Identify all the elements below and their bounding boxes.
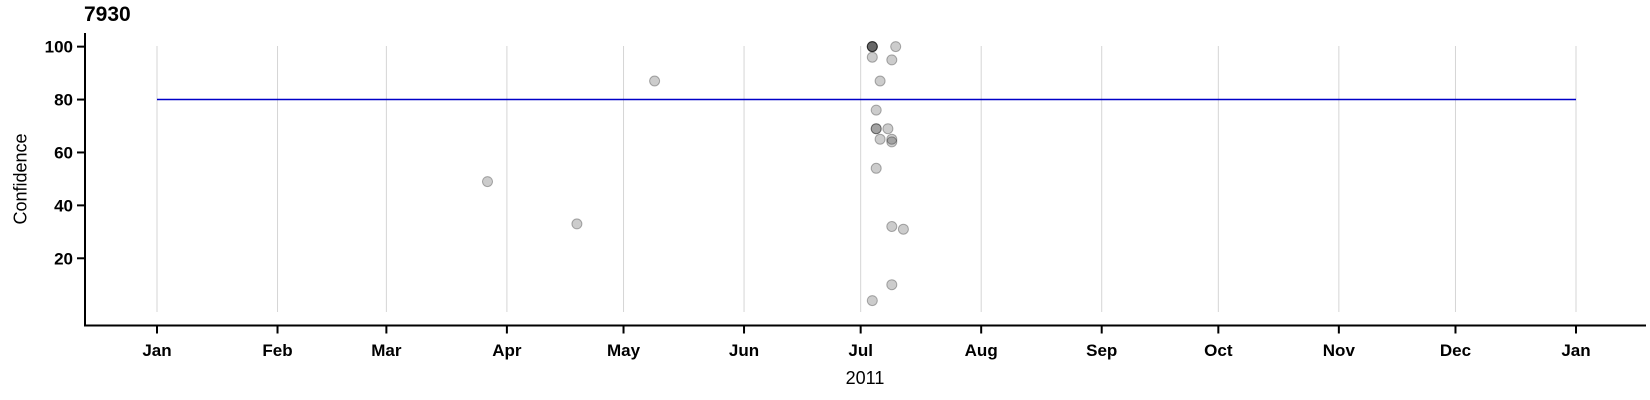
- data-point: [866, 41, 878, 53]
- data-point: [571, 218, 583, 230]
- y-tick-label: 20: [54, 249, 73, 268]
- x-tick-label: Nov: [1323, 341, 1356, 360]
- data-point: [482, 176, 493, 188]
- x-tick-label: Jul: [848, 341, 873, 360]
- data-point: [897, 223, 909, 235]
- data-point: [890, 41, 902, 53]
- data-point: [886, 133, 898, 145]
- data-point: [874, 133, 886, 145]
- data-point: [870, 123, 882, 135]
- x-tick-label: Oct: [1204, 341, 1233, 360]
- y-tick-label: 100: [45, 38, 73, 57]
- y-tick-label: 60: [54, 143, 73, 162]
- data-point: [886, 136, 898, 148]
- data-point: [870, 162, 882, 174]
- x-axis-title: 2011: [845, 368, 885, 388]
- x-tick-label: Feb: [262, 341, 292, 360]
- x-tick-label: Apr: [492, 341, 522, 360]
- x-tick-label: May: [607, 341, 641, 360]
- x-tick-label: Aug: [965, 341, 998, 360]
- x-tick-label: Jun: [729, 341, 759, 360]
- x-tick-label: Jan: [1561, 341, 1590, 360]
- x-tick-label: Jan: [142, 341, 171, 360]
- data-point: [886, 221, 898, 232]
- y-tick-label: 40: [54, 196, 73, 215]
- data-point: [874, 75, 886, 87]
- x-tick-label: Dec: [1440, 341, 1471, 360]
- data-point: [866, 41, 878, 53]
- data-point: [866, 41, 878, 53]
- data-point: [866, 41, 878, 53]
- data-point: [866, 51, 878, 63]
- y-tick-label: 80: [54, 91, 73, 110]
- data-point: [886, 279, 898, 291]
- data-point: [870, 104, 882, 116]
- data-point: [886, 54, 898, 66]
- data-point: [866, 295, 878, 307]
- plot-title: 7930: [84, 3, 131, 26]
- x-tick-label: Mar: [371, 341, 402, 360]
- x-tick-label: Sep: [1086, 341, 1117, 360]
- data-point: [649, 75, 661, 87]
- data-point: [882, 123, 894, 135]
- data-point: [870, 123, 882, 135]
